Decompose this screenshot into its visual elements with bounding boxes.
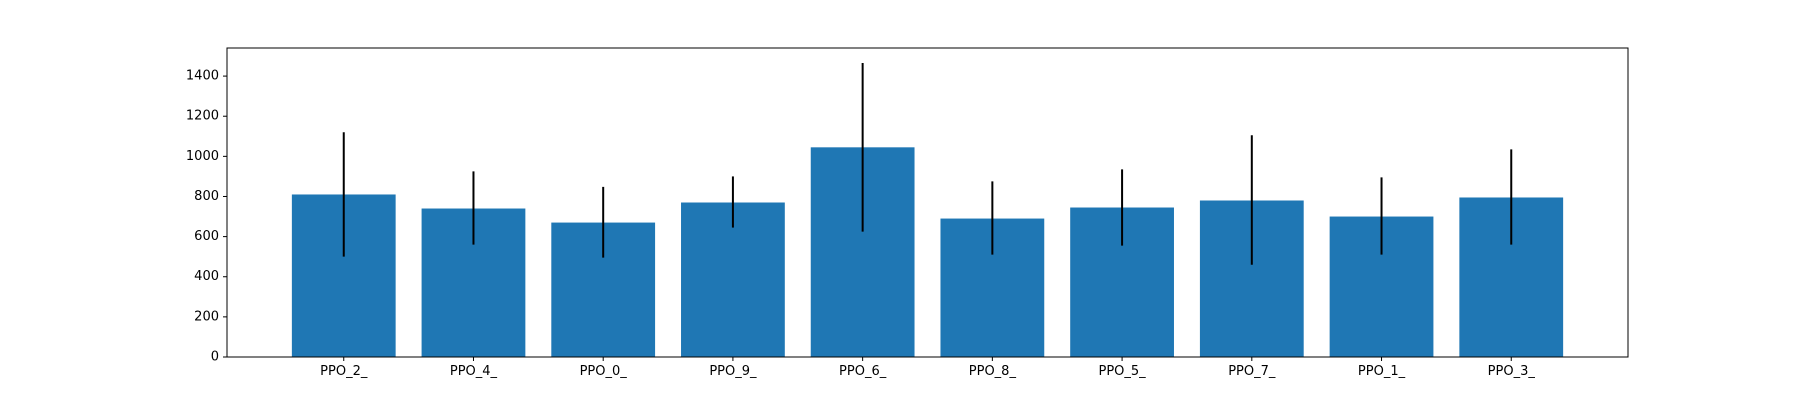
x-tick-label-PPO_7_: PPO_7_ [1228, 364, 1276, 379]
bars-layer [291, 147, 1564, 357]
x-tick-label-PPO_8_: PPO_8_ [969, 364, 1017, 379]
x-tick-label-PPO_0_: PPO_0_ [580, 364, 628, 379]
error-bars-layer [342, 63, 1513, 265]
y-tick-label-1200: 1200 [186, 109, 219, 124]
y-tick-label-600: 600 [194, 229, 219, 244]
y-axis: 0 200 400 600 800 1000 1200 1400 [186, 69, 227, 365]
x-axis: PPO_2_ PPO_4_ PPO_0_ PPO_9_ PPO_6_ PPO_8_ PPO_… [320, 357, 1535, 379]
x-tick-label-PPO_6_: PPO_6_ [839, 364, 887, 379]
x-tick-label-PPO_3_: PPO_3_ [1488, 364, 1536, 379]
x-tick-label-PPO_1_: PPO_1_ [1358, 364, 1406, 379]
y-tick-label-1400: 1400 [186, 69, 219, 84]
plot-area-frame [226, 47, 1629, 358]
y-tick-label-400: 400 [194, 269, 219, 284]
y-tick-label-0: 0 [211, 350, 219, 365]
y-tick-label-200: 200 [194, 309, 219, 324]
x-tick-label-PPO_2_: PPO_2_ [320, 364, 368, 379]
x-tick-label-PPO_4_: PPO_4_ [450, 364, 498, 379]
bar-PPO_9_ [681, 202, 785, 357]
y-tick-label-1000: 1000 [186, 149, 219, 164]
x-tick-label-PPO_9_: PPO_9_ [709, 364, 757, 379]
x-tick-label-PPO_5_: PPO_5_ [1098, 364, 1146, 379]
y-tick-label-800: 800 [194, 189, 219, 204]
